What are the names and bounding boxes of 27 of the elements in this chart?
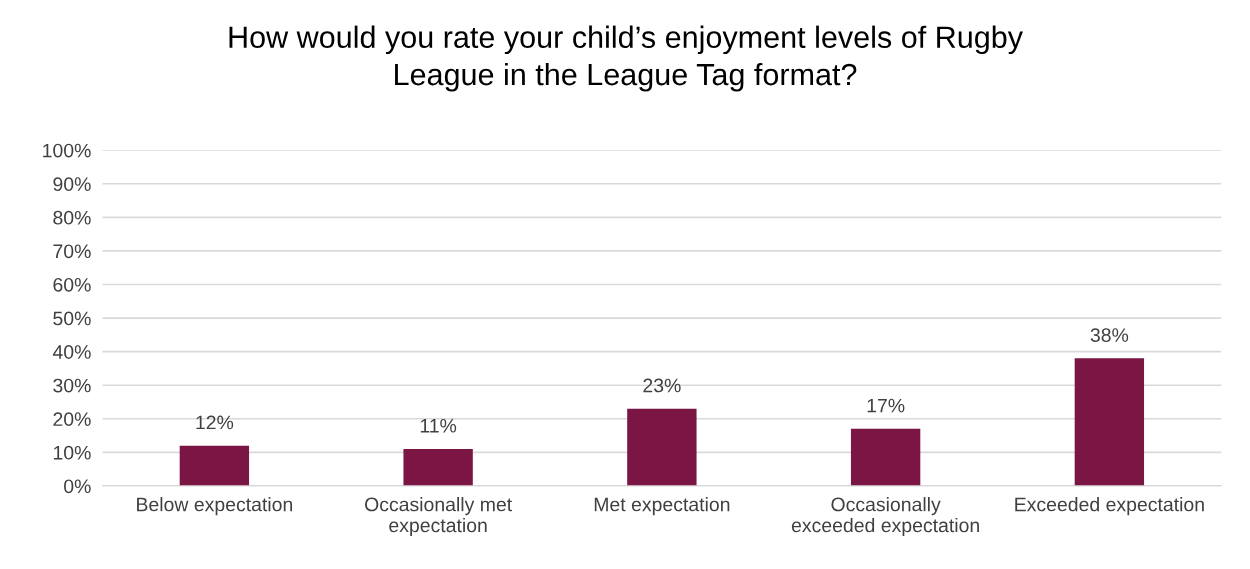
bar	[403, 449, 473, 486]
y-tick-label: 90%	[53, 177, 91, 192]
x-tick-label: Occasionally met expectation	[365, 497, 513, 537]
y-tick-label: 60%	[53, 277, 91, 292]
y-tick-label: 80%	[53, 210, 91, 225]
y-tick-label: 40%	[52, 345, 91, 359]
data-label: 17%	[867, 398, 905, 413]
data-label: 38%	[1090, 328, 1129, 343]
x-tick-label: Met expectation	[594, 497, 730, 516]
bar	[850, 428, 921, 486]
bar	[627, 408, 697, 486]
y-tick-label: 50%	[53, 311, 91, 326]
data-label: 11%	[420, 418, 457, 433]
data-label: 12%	[196, 415, 234, 430]
bar	[179, 445, 250, 486]
data-label: 23%	[643, 378, 681, 393]
chart-title: How would you rate your child’s enjoyment levels of Rugby League in the League Tag format?	[229, 25, 1023, 92]
y-tick-label: 70%	[53, 244, 91, 259]
y-tick-label: 10%	[53, 445, 91, 460]
x-tick-label: Occasionally exceeded expectation	[791, 497, 979, 537]
x-tick-label: Exceeded expectation	[1015, 497, 1204, 516]
y-tick-label: 0%	[64, 479, 91, 494]
bar	[1074, 358, 1145, 486]
y-tick-label: 30%	[53, 378, 91, 393]
y-tick-label: 20%	[53, 412, 91, 427]
x-tick-label: Below expectation	[137, 497, 293, 516]
y-tick-label: 100%	[43, 143, 91, 158]
